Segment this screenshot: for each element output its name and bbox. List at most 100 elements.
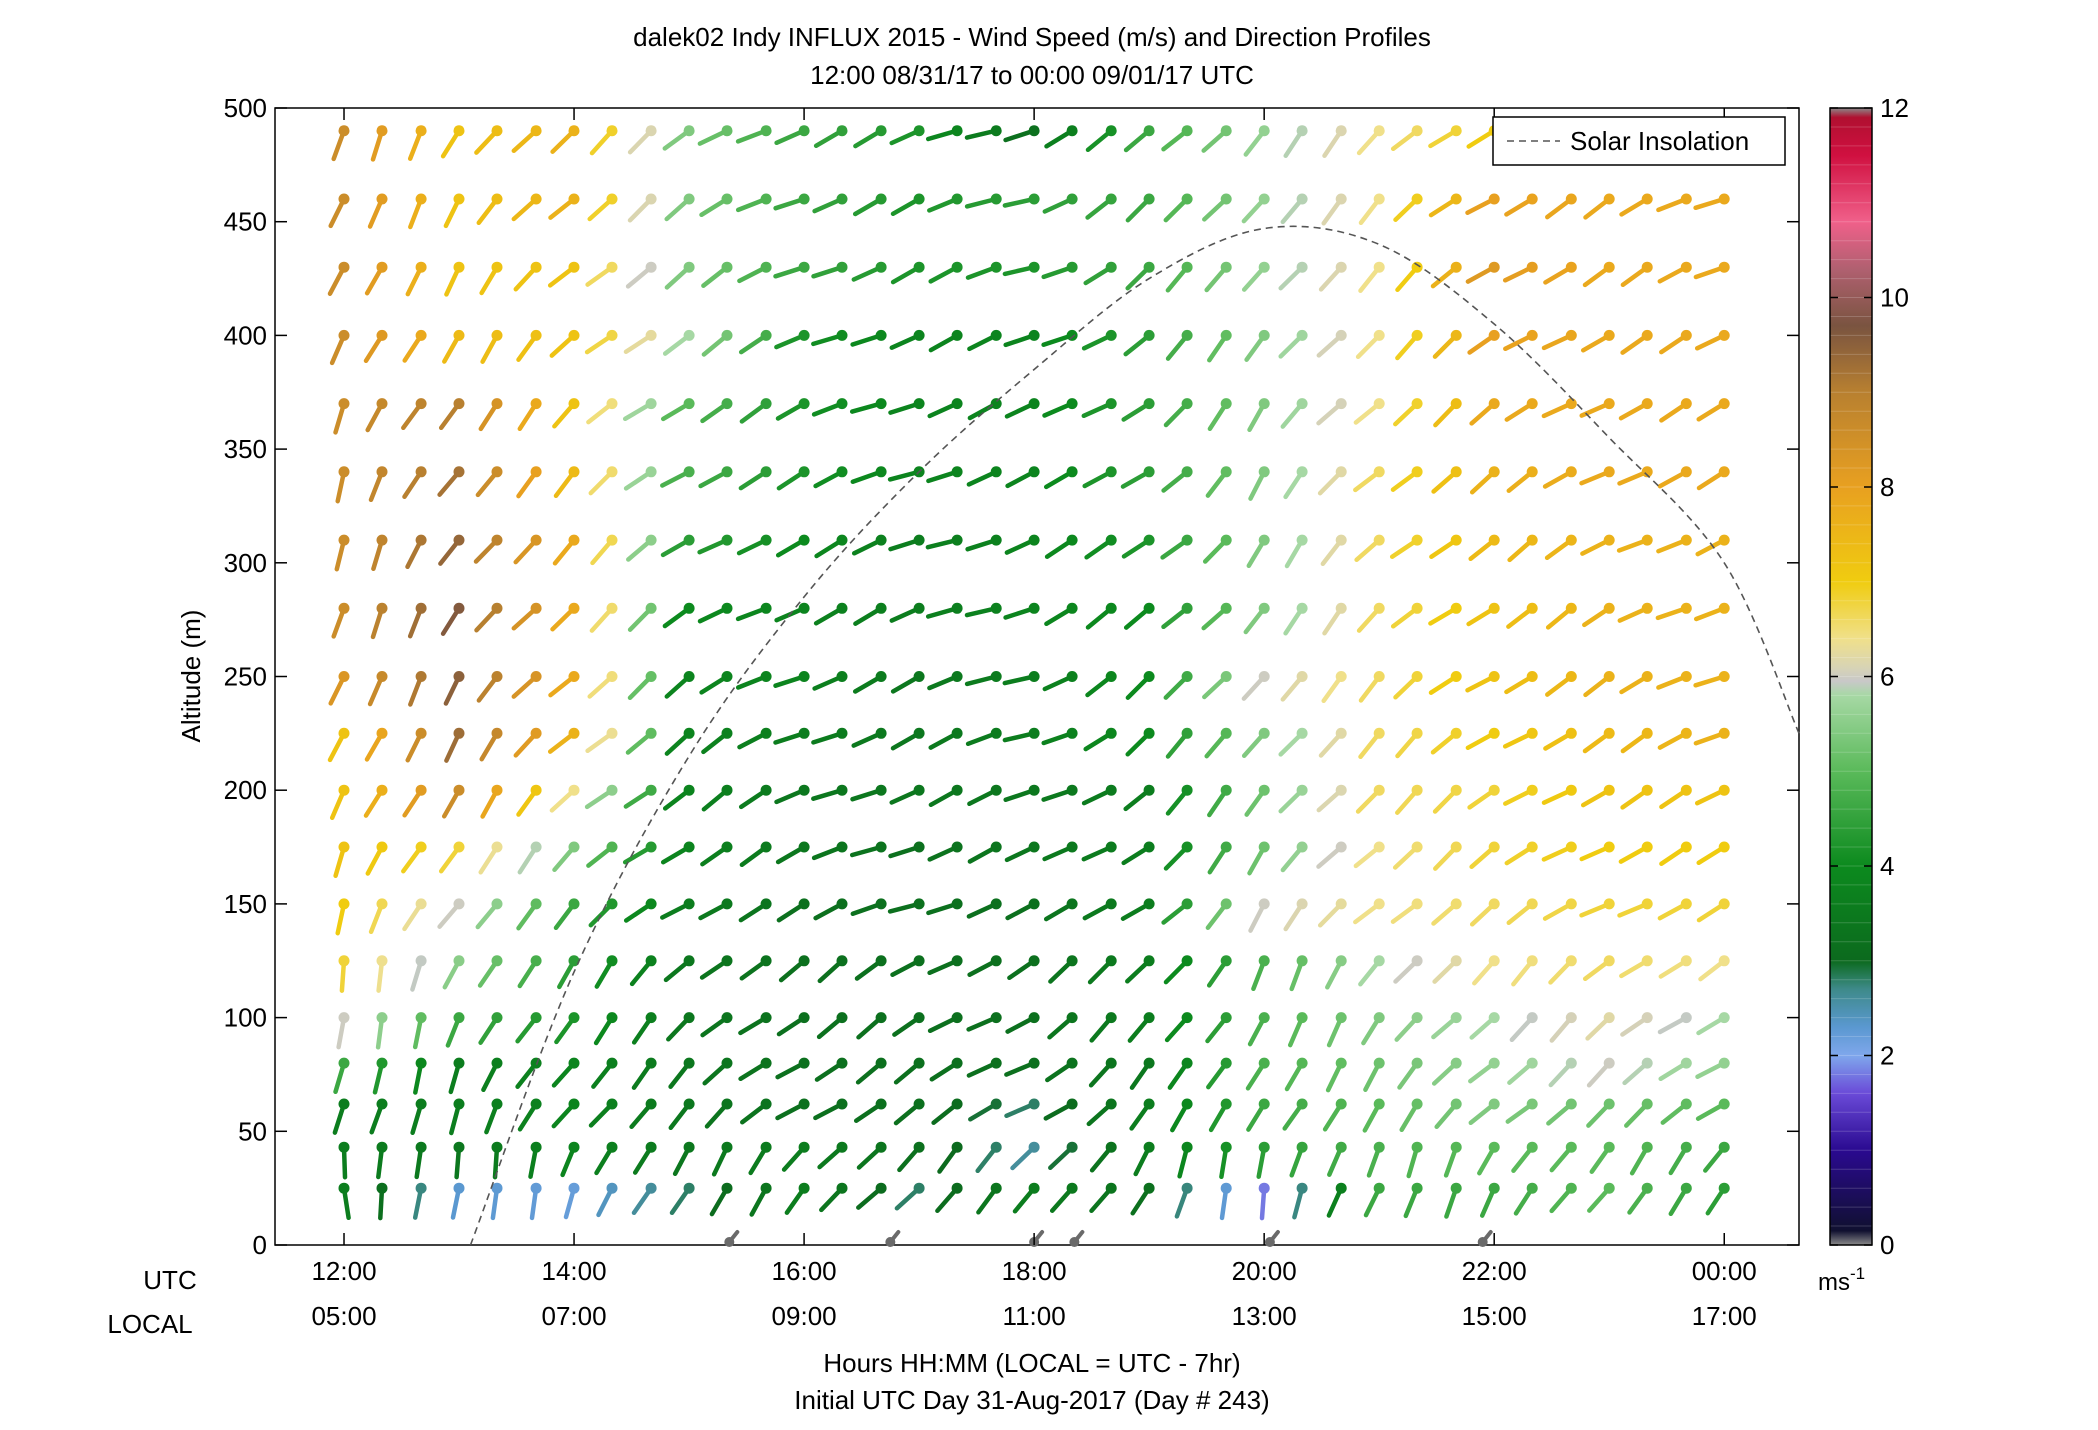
wind-barb [1003, 125, 1040, 143]
wind-barb [478, 398, 503, 432]
wind-barb-dot [338, 193, 350, 205]
wind-barb [547, 261, 580, 288]
wind-barb [445, 1012, 465, 1048]
wind-barb [1002, 261, 1040, 277]
wind-barb [1003, 784, 1040, 803]
wind-barb-dot [721, 398, 733, 410]
wind-barb [663, 955, 695, 983]
wind-barb-dot [875, 329, 887, 341]
wind-barb [1120, 466, 1155, 489]
wind-barb [631, 1182, 657, 1216]
wind-barb [737, 261, 772, 284]
wind-barb-dot [1066, 466, 1078, 478]
wind-barb [1201, 125, 1232, 153]
wind-barb [774, 125, 810, 146]
wind-barb-dot [1373, 329, 1385, 341]
wind-barb-dot [760, 1012, 772, 1024]
wind-barb-dot [1028, 1141, 1040, 1153]
wind-barb [516, 329, 542, 362]
wind-barb-dot [990, 898, 1002, 910]
wind-barb [627, 125, 657, 155]
wind-barb [1082, 466, 1117, 489]
wind-barb-dot [721, 784, 733, 796]
wind-barb [1010, 1141, 1040, 1171]
wind-barb [1003, 329, 1040, 348]
colorbar-tick-label: 10 [1880, 283, 1909, 313]
wind-barb [1428, 125, 1462, 149]
wind-barb [1353, 841, 1385, 869]
wind-barb [586, 398, 618, 425]
surface-barb-dot [724, 1237, 735, 1247]
wind-barb-dot [1526, 1098, 1538, 1110]
wind-barb-dot [645, 727, 657, 739]
wind-barb-dot [568, 784, 580, 796]
wind-barb [1390, 466, 1423, 492]
colorbar-tick-label: 0 [1880, 1230, 1894, 1260]
wind-barb-dot [798, 1182, 810, 1194]
wind-barb [1618, 398, 1653, 421]
wind-barb [1693, 193, 1730, 211]
wind-barb [1358, 955, 1385, 987]
wind-barb [1358, 671, 1385, 703]
wind-barb-dot [415, 1141, 427, 1153]
wind-barb-dot [990, 841, 1002, 853]
wind-barb [1004, 398, 1040, 419]
wind-barb [1219, 1182, 1232, 1221]
wind-barb [851, 534, 887, 556]
wind-barb [517, 955, 542, 989]
wind-barb-dot [875, 841, 887, 853]
wind-barb [1241, 727, 1270, 759]
wind-barb-dot [913, 1141, 925, 1153]
wind-barb-dot [1565, 466, 1577, 478]
wind-barb-dot [491, 534, 503, 546]
wind-barb-dot [645, 1057, 657, 1069]
wind-barb-dot [1718, 261, 1730, 273]
x-axis-ticks [343, 108, 1725, 1245]
wind-barb-dot [645, 466, 657, 478]
wind-barb [550, 602, 580, 632]
wind-barb-dot [1488, 1057, 1500, 1069]
wind-barb-dot [836, 534, 848, 546]
wind-barb-dot [683, 1057, 695, 1069]
wind-barb [1428, 602, 1462, 626]
wind-barb-dot [1450, 841, 1462, 853]
wind-barb [964, 193, 1002, 209]
wind-barb [478, 841, 503, 875]
wind-barb-dot [453, 1057, 465, 1069]
wind-barb-dot [1220, 727, 1232, 739]
wind-barb [937, 1141, 963, 1174]
wind-barb [437, 466, 465, 497]
wind-barb [442, 955, 465, 990]
wind-barb [511, 671, 542, 699]
wind-barb-dot [1143, 1098, 1155, 1110]
wind-barb [1355, 784, 1385, 814]
x-tick-label-utc: 22:00 [1462, 1256, 1527, 1286]
wind-barb [853, 1098, 887, 1123]
wind-barb-dot [721, 671, 733, 682]
wind-barb [1241, 261, 1270, 292]
wind-barb [1316, 841, 1347, 869]
wind-barb-dot [1603, 1057, 1615, 1069]
wind-barb-dot [836, 602, 848, 614]
wind-barb-dot [376, 671, 388, 682]
wind-barb [1579, 841, 1615, 862]
wind-barb [894, 1182, 925, 1211]
wind-barb-dot [1181, 261, 1193, 273]
wind-barb-dot [338, 261, 350, 273]
wind-barb [890, 261, 925, 285]
wind-barb [515, 1012, 542, 1044]
wind-barb [1005, 898, 1040, 921]
wind-barb [1430, 727, 1462, 755]
wind-barb [1123, 602, 1155, 630]
wind-barb-dot [606, 1182, 618, 1194]
wind-barb [1395, 784, 1423, 815]
wind-barb [1432, 329, 1462, 359]
wind-barb-dot [376, 329, 388, 341]
x-tick-label-utc: 00:00 [1692, 1256, 1757, 1286]
wind-barb-dot [1028, 329, 1040, 341]
wind-barb-dot [1718, 784, 1730, 796]
wind-barb [367, 671, 388, 707]
wind-barb [1507, 1057, 1538, 1085]
wind-barb [511, 602, 542, 631]
wind-barb-dot [1450, 1141, 1462, 1153]
